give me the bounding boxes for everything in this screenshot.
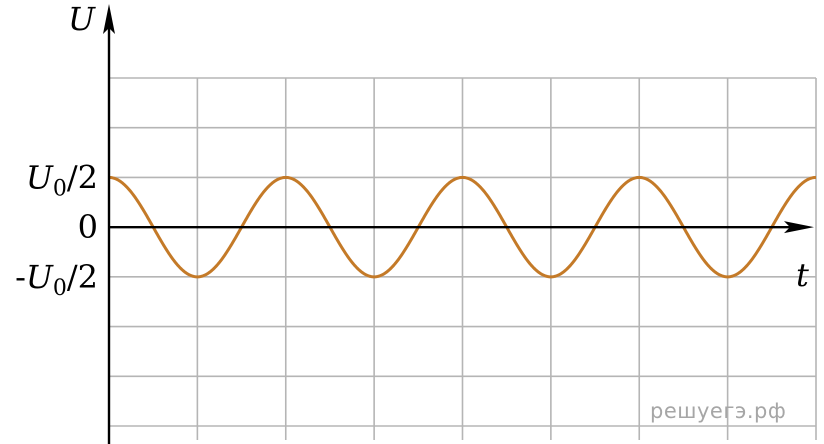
y-axis-label: U [68, 0, 96, 38]
watermark: решуегэ.рф [650, 399, 786, 423]
grid [109, 77, 817, 440]
y-tick-label: 0 [78, 208, 98, 246]
x-axis-label: t [796, 256, 809, 294]
y-tick-label: -U0/2 [15, 258, 98, 301]
y-tick-label: U0/2 [26, 158, 98, 201]
axes [103, 4, 814, 444]
series-curve [108, 175, 817, 279]
y-axis-arrow [103, 4, 115, 34]
series-line [108, 175, 817, 279]
x-axis-arrow [784, 221, 814, 234]
y-tick-labels: U0/2 0 -U0/2 [15, 158, 98, 300]
